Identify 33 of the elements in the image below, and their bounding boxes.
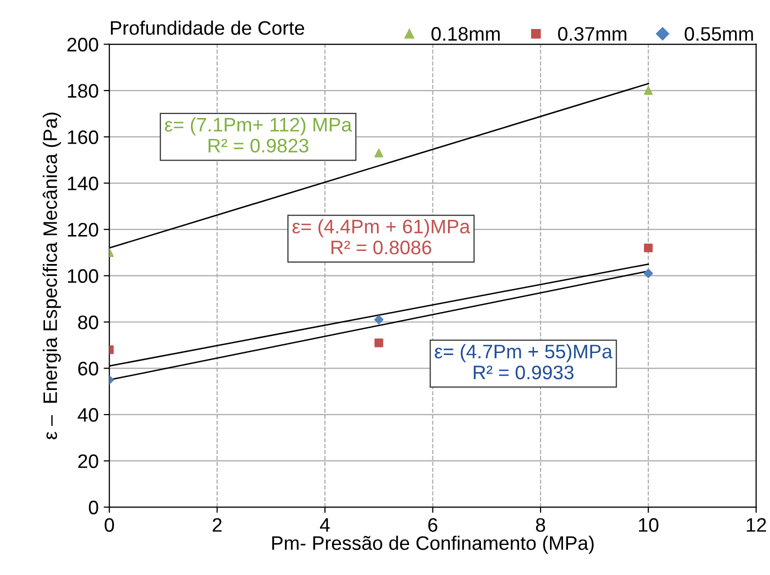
y-tick-label: 60 <box>78 362 98 376</box>
x-tick-label: 12 <box>746 518 766 532</box>
x-tick-label: 6 <box>428 518 438 532</box>
y-tick-label: 120 <box>68 222 98 237</box>
y-axis-title: ε – Energia Específica Mecânica (Pa) <box>42 112 61 440</box>
x-tick-label: 0 <box>104 518 114 532</box>
x-axis-title: Pm- Pressão de Confinamento (MPa) <box>272 536 594 554</box>
y-tick-label: 160 <box>68 130 98 144</box>
y-tick-label: 140 <box>68 176 98 190</box>
point <box>644 86 653 95</box>
legend-title: Profundidade de Corte <box>110 20 304 35</box>
legend-label: 0.37mm <box>558 27 626 41</box>
point <box>374 315 384 324</box>
point <box>374 338 384 348</box>
legend-label: 0.55mm <box>684 27 753 41</box>
point <box>644 244 653 252</box>
y-tick-label: 100 <box>68 269 98 283</box>
y-tick-label: 40 <box>78 408 98 422</box>
annotation: ε= (4.7Pm + 55)MPa R² = 0.9933 <box>434 344 612 380</box>
y-tick-label: 80 <box>78 315 98 330</box>
x-tick-label: 4 <box>320 518 330 532</box>
annotation: ε= (7.1Pm+ 112) MPa R² = 0.9823 <box>164 117 352 153</box>
annotation: ε= (4.4Pm + 61)MPa R² = 0.8086 <box>292 219 470 254</box>
y-tick-label: 0 <box>88 500 98 514</box>
legend-label: 0.18mm <box>431 27 500 41</box>
point <box>374 148 384 158</box>
y-tick-label: 20 <box>78 454 98 468</box>
y-tick-label: 200 <box>67 38 98 52</box>
point <box>644 268 653 278</box>
y-tick-label: 180 <box>68 84 98 98</box>
x-tick-label: 10 <box>639 518 658 532</box>
x-tick-label: 8 <box>536 518 546 532</box>
x-tick-label: 2 <box>212 518 222 532</box>
